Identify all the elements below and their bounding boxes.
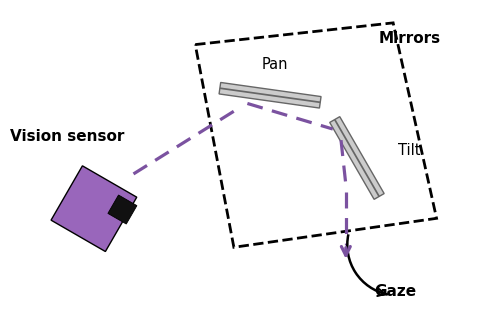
- Polygon shape: [330, 117, 384, 199]
- Polygon shape: [108, 195, 137, 224]
- Text: Mirrors: Mirrors: [379, 31, 441, 46]
- Text: Vision sensor: Vision sensor: [10, 129, 124, 144]
- Polygon shape: [219, 82, 321, 108]
- Text: Gaze: Gaze: [374, 284, 416, 299]
- Polygon shape: [334, 119, 380, 197]
- Polygon shape: [51, 166, 137, 252]
- Text: Tilt: Tilt: [398, 143, 420, 158]
- Text: Pan: Pan: [262, 58, 288, 72]
- Polygon shape: [220, 87, 320, 103]
